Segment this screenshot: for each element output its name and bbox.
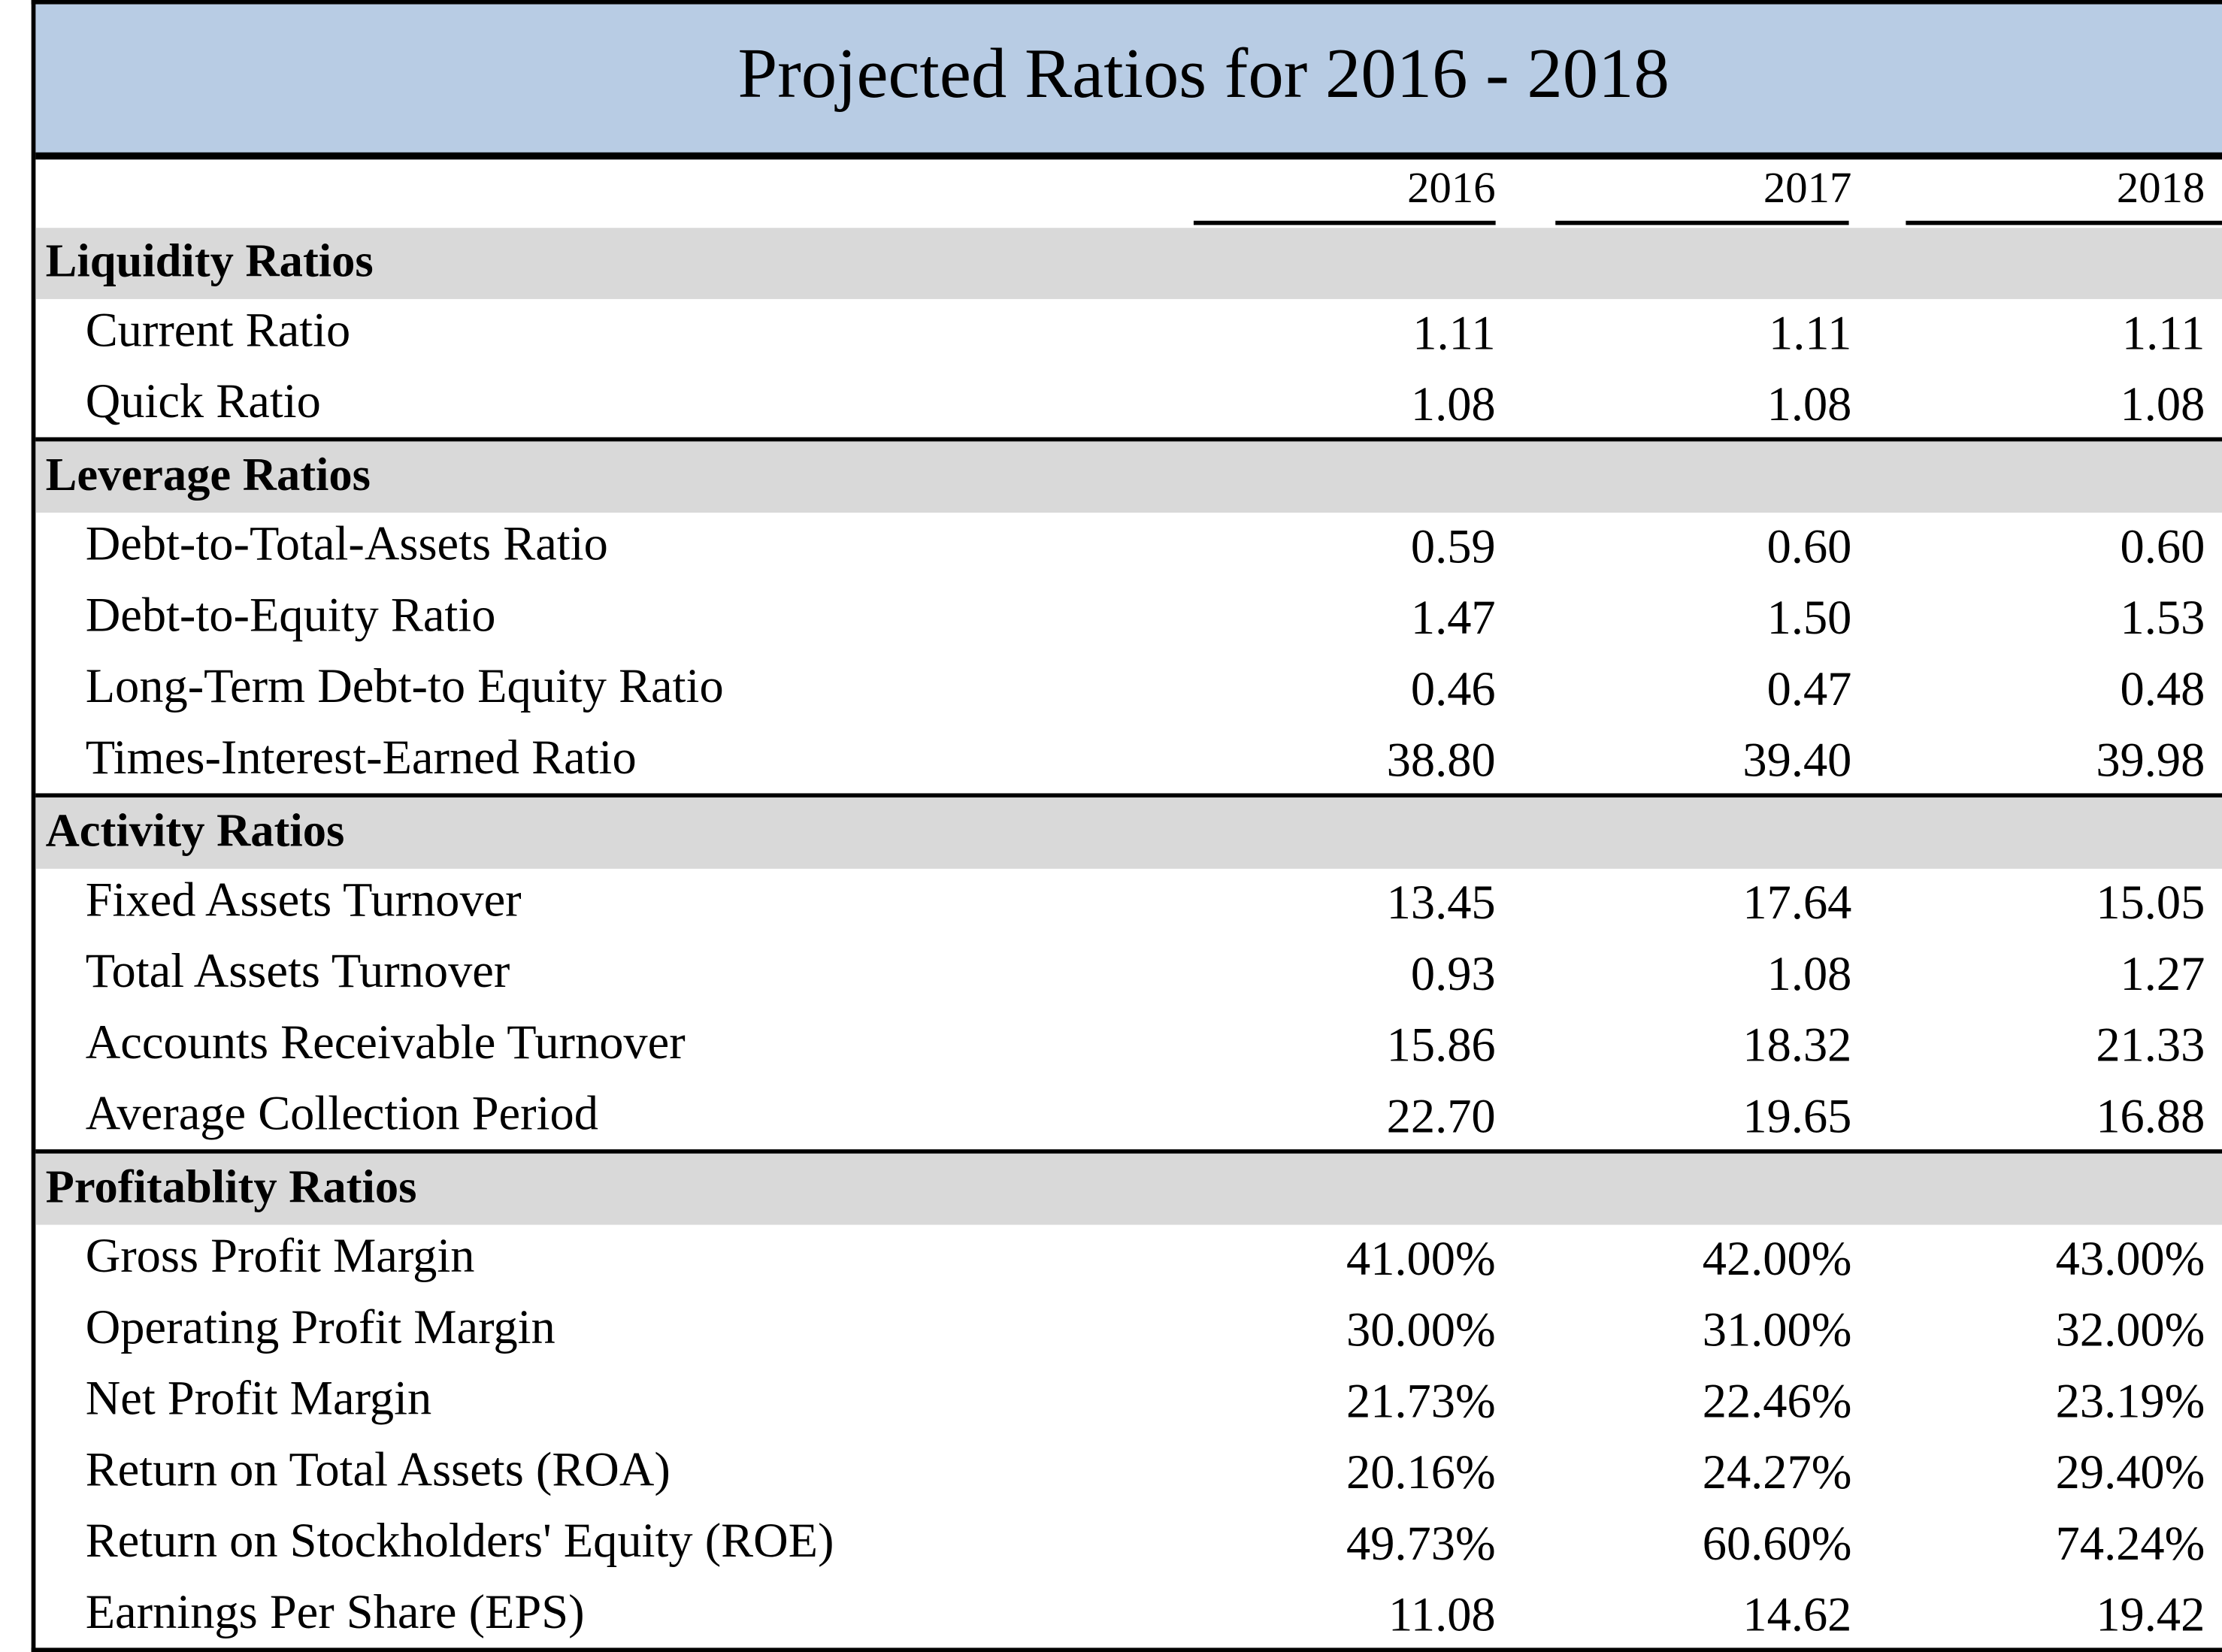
section-divider — [35, 437, 2222, 442]
header-underline — [1193, 220, 1496, 225]
cell-value: 21.73% — [1346, 1375, 1496, 1429]
cell-value: 17.64 — [1742, 877, 1852, 930]
cell-value: 29.40% — [2055, 1447, 2205, 1500]
cell-value: 23.19% — [2055, 1375, 2205, 1429]
cell-value: 49.73% — [1346, 1517, 1496, 1572]
row-label: Times-Interest-Earned Ratio — [85, 731, 637, 785]
frame — [31, 0, 2222, 1652]
cell-value: 15.86 — [1386, 1019, 1496, 1073]
cell-value: 1.08 — [1410, 379, 1496, 432]
cell-value: 1.08 — [2120, 379, 2205, 432]
cell-value: 16.88 — [2096, 1091, 2205, 1144]
column-header: 2018 — [2116, 162, 2205, 213]
column-header: 2017 — [1763, 162, 1852, 213]
cell-value: 32.00% — [2055, 1304, 2205, 1357]
row-label: Operating Profit Margin — [85, 1301, 556, 1355]
cell-value: 0.60 — [2120, 521, 2205, 574]
title-band — [35, 4, 2222, 160]
section-title: Activity Ratios — [45, 806, 345, 858]
cell-value: 30.00% — [1346, 1304, 1496, 1357]
cell-value: 42.00% — [1702, 1233, 1852, 1287]
column-header: 2016 — [1407, 162, 1496, 213]
cell-value: 1.08 — [1766, 379, 1852, 432]
row-label: Long-Term Debt-to Equity Ratio — [85, 661, 724, 714]
row-label: Debt-to-Equity Ratio — [85, 589, 496, 643]
cell-value: 0.46 — [1410, 664, 1496, 717]
section-divider — [35, 1149, 2222, 1154]
cell-value: 13.45 — [1386, 877, 1496, 930]
cell-value: 15.05 — [2096, 877, 2205, 930]
cell-value: 1.27 — [2120, 949, 2205, 1002]
cell-value: 21.33 — [2096, 1019, 2205, 1073]
row-label: Accounts Receivable Turnover — [85, 1016, 686, 1070]
cell-value: 1.50 — [1766, 592, 1852, 646]
cell-value: 1.53 — [2120, 592, 2205, 646]
cell-value: 0.60 — [1766, 521, 1852, 574]
section-band — [35, 797, 2222, 869]
cell-value: 39.40 — [1742, 734, 1852, 788]
cell-value: 0.93 — [1410, 949, 1496, 1002]
cell-value: 38.80 — [1386, 734, 1496, 788]
title: Projected Ratios for 2016 - 2018 — [737, 32, 1670, 113]
section-band — [35, 441, 2222, 513]
cell-value: 22.46% — [1702, 1375, 1852, 1429]
cell-value: 41.00% — [1346, 1233, 1496, 1287]
cell-value: 43.00% — [2055, 1233, 2205, 1287]
header-underline — [1906, 220, 2222, 225]
cell-value: 1.47 — [1410, 592, 1496, 646]
row-label: Return on Total Assets (ROA) — [85, 1444, 671, 1497]
header-underline — [1555, 220, 1849, 225]
cell-value: 18.32 — [1742, 1019, 1852, 1073]
cell-value: 20.16% — [1346, 1447, 1496, 1500]
cell-value: 31.00% — [1702, 1304, 1852, 1357]
row-label: Fixed Assets Turnover — [85, 874, 522, 927]
row-label: Current Ratio — [85, 304, 351, 358]
row-label: Return on Stockholders' Equity (ROE) — [85, 1515, 834, 1569]
cell-value: 24.27% — [1702, 1447, 1852, 1500]
row-label: Quick Ratio — [85, 376, 321, 429]
cell-value: 0.59 — [1410, 521, 1496, 574]
section-title: Profitablity Ratios — [45, 1162, 417, 1214]
section-title: Leverage Ratios — [45, 449, 371, 502]
section-band — [35, 228, 2222, 299]
row-label: Total Assets Turnover — [85, 946, 510, 999]
cell-value: 60.60% — [1702, 1517, 1852, 1572]
cell-value: 0.48 — [2120, 664, 2205, 717]
cell-value: 1.11 — [2121, 307, 2205, 361]
cell-value: 0.47 — [1766, 664, 1852, 717]
cell-value: 39.98 — [2096, 734, 2205, 788]
cell-value: 19.65 — [1742, 1091, 1852, 1144]
cell-value: 1.08 — [1766, 949, 1852, 1002]
cell-value: 22.70 — [1386, 1091, 1496, 1144]
section-divider — [35, 793, 2222, 798]
cell-value: 14.62 — [1742, 1589, 1852, 1642]
row-label: Net Profit Margin — [85, 1372, 432, 1426]
section-title: Liquidity Ratios — [45, 236, 374, 288]
row-label: Gross Profit Margin — [85, 1230, 475, 1284]
cell-value: 1.11 — [1768, 307, 1852, 361]
row-label: Average Collection Period — [85, 1088, 598, 1141]
row-label: Debt-to-Total-Assets Ratio — [85, 518, 608, 571]
cell-value: 74.24% — [2055, 1517, 2205, 1572]
cell-value: 11.08 — [1388, 1589, 1496, 1642]
section-band — [35, 1153, 2222, 1225]
cell-value: 1.11 — [1412, 307, 1496, 361]
row-label: Earnings Per Share (EPS) — [85, 1586, 585, 1640]
cell-value: 19.42 — [2096, 1589, 2205, 1642]
